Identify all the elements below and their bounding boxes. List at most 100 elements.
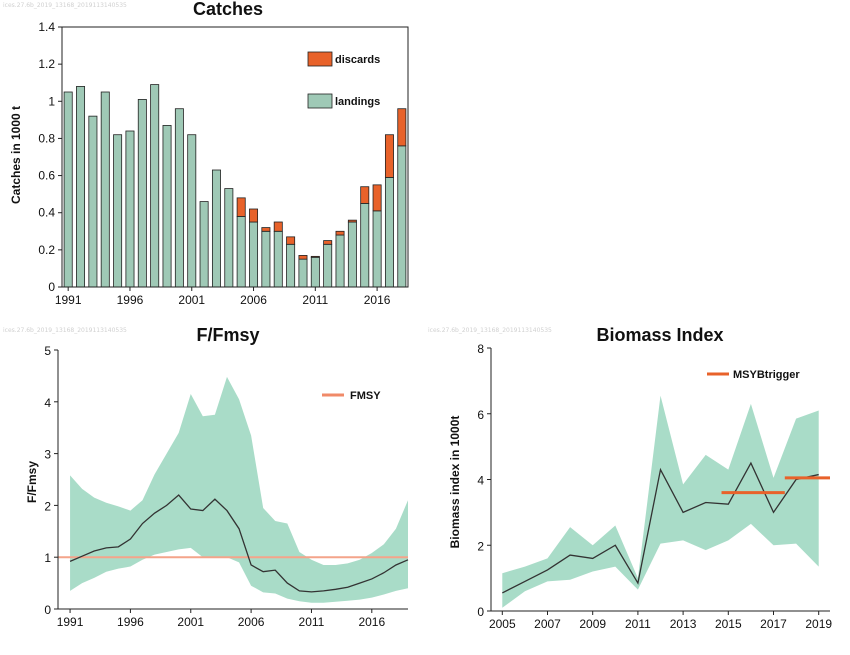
x-tick-label: 2006 xyxy=(240,293,267,307)
bar-landings-2005 xyxy=(236,216,246,288)
x-tick-label: 2007 xyxy=(534,617,561,631)
bar-landings-2010 xyxy=(298,258,308,288)
bar-landings-2015 xyxy=(360,203,370,288)
y-tick-label: 8 xyxy=(477,342,484,356)
y-tick-label: 4 xyxy=(477,474,484,488)
bar-landings-2007 xyxy=(261,230,271,288)
catches-plot-frame xyxy=(61,26,409,288)
catches-chart: Catches Catches in 1000 t 0 0.2 0.4 0.6 0.8 1… xyxy=(9,0,409,307)
x-tick-label: 2011 xyxy=(302,293,328,307)
ffmsy-legend: FMSY xyxy=(322,390,381,402)
bar-landings-2001 xyxy=(187,134,197,288)
biomass-watermark: ices.27.6b_2019_13168_2019113140535 xyxy=(428,327,552,334)
y-tick-label: 3 xyxy=(44,448,51,462)
ffmsy-chart: F/Fmsy F/Fmsy 0 1 2 3 4 5 1991 1996 2001 2006 2011… xyxy=(25,325,409,629)
x-tick-label: 2005 xyxy=(489,617,516,631)
bar-landings-1998 xyxy=(150,84,160,288)
y-tick-label: 4 xyxy=(44,396,51,410)
y-tick-label: 0.6 xyxy=(38,169,55,183)
bar-landings-1994 xyxy=(100,91,110,288)
bar-discards-2014 xyxy=(347,219,357,223)
bar-landings-2002 xyxy=(199,201,209,288)
biomass-y-axis-label: Biomass index in 1000t xyxy=(448,416,462,549)
x-tick-label: 2017 xyxy=(760,617,787,631)
y-tick-label: 1.2 xyxy=(38,57,55,71)
ffmsy-panel: ices.27.6b_2019_13168_2019113140535 F/Fm… xyxy=(0,320,425,650)
legend-label-msybtrigger: MSYBtrigger xyxy=(733,369,800,381)
catches-legend: discards landings xyxy=(307,51,380,109)
bar-discards-2011 xyxy=(310,255,320,258)
bar-landings-1992 xyxy=(76,86,86,288)
biomass-legend: MSYBtrigger xyxy=(707,369,800,381)
ffmsy-title: F/Fmsy xyxy=(196,325,259,345)
bar-landings-1993 xyxy=(88,115,98,288)
biomass-chart: Biomass Index Biomass index in 1000t 0 2 4… xyxy=(448,325,832,631)
bar-discards-2008 xyxy=(273,221,283,232)
bar-landings-2013 xyxy=(335,234,345,288)
bar-discards-2017 xyxy=(384,134,394,178)
y-tick-label: 1 xyxy=(44,551,51,565)
bar-discards-2005 xyxy=(236,197,246,217)
y-tick-label: 2 xyxy=(44,499,51,513)
bar-landings-2003 xyxy=(211,169,221,288)
bar-landings-1997 xyxy=(137,99,147,288)
x-tick-label: 2001 xyxy=(178,293,205,307)
bar-landings-2009 xyxy=(286,243,296,288)
bar-landings-2018 xyxy=(397,145,407,288)
bar-discards-2015 xyxy=(360,186,370,204)
bar-landings-2004 xyxy=(224,188,234,288)
catches-title: Catches xyxy=(193,0,263,19)
catches-panel: ices.27.6b_2019_13168_2019113140535 Catc… xyxy=(0,0,425,318)
legend-label-discards: discards xyxy=(335,54,380,66)
bar-landings-2016 xyxy=(372,210,382,288)
bar-landings-1995 xyxy=(113,134,123,288)
x-tick-label: 1996 xyxy=(117,615,144,629)
bar-landings-2012 xyxy=(323,243,333,288)
bar-discards-2012 xyxy=(323,240,333,245)
x-tick-label: 2019 xyxy=(805,617,832,631)
biomass-panel: ices.27.6b_2019_13168_2019113140535 Biom… xyxy=(425,320,850,650)
bar-discards-2018 xyxy=(397,108,407,147)
y-tick-label: 1.4 xyxy=(38,20,55,34)
bar-discards-2006 xyxy=(249,208,259,223)
biomass-series-line xyxy=(502,461,819,594)
y-tick-label: 0 xyxy=(48,280,55,294)
x-tick-label: 1991 xyxy=(57,615,84,629)
bar-discards-2016 xyxy=(372,184,382,212)
bar-discards-2007 xyxy=(261,227,271,232)
bar-landings-2008 xyxy=(273,230,283,288)
legend-swatch-landings xyxy=(307,93,333,109)
bar-landings-2006 xyxy=(249,221,259,288)
x-tick-label: 2009 xyxy=(579,617,606,631)
bar-discards-2010 xyxy=(298,255,308,260)
ffmsy-watermark: ices.27.6b_2019_13168_2019113140535 xyxy=(3,327,127,334)
ffmsy-series-line xyxy=(69,494,409,593)
biomass-title: Biomass Index xyxy=(596,325,723,345)
bar-landings-2011 xyxy=(310,256,320,288)
bar-discards-2013 xyxy=(335,230,345,236)
y-tick-label: 2 xyxy=(477,539,484,553)
x-tick-label: 1996 xyxy=(117,293,144,307)
y-tick-label: 6 xyxy=(477,408,484,422)
x-tick-label: 2001 xyxy=(177,615,204,629)
x-tick-label: 2011 xyxy=(299,615,325,629)
ffmsy-y-axis-label: F/Fmsy xyxy=(25,461,39,503)
y-tick-label: 5 xyxy=(44,344,51,358)
x-tick-label: 2016 xyxy=(358,615,385,629)
y-tick-label: 0 xyxy=(477,605,484,619)
catches-y-axis-label: Catches in 1000 t xyxy=(9,106,23,204)
y-tick-label: 0.4 xyxy=(38,206,55,220)
catches-watermark: ices.27.6b_2019_13168_2019113140535 xyxy=(3,2,127,9)
bar-landings-2014 xyxy=(347,221,357,288)
legend-label-landings: landings xyxy=(335,96,380,108)
x-tick-label: 2006 xyxy=(238,615,265,629)
bar-landings-1996 xyxy=(125,130,135,288)
legend-swatch-discards xyxy=(307,51,333,67)
ffmsy-confidence-band xyxy=(70,376,408,603)
biomass-confidence-band xyxy=(502,395,819,608)
y-tick-label: 1 xyxy=(48,94,55,108)
bar-discards-2009 xyxy=(286,236,296,245)
y-tick-label: 0 xyxy=(44,603,51,617)
bar-landings-1991 xyxy=(63,91,73,288)
x-tick-label: 2016 xyxy=(364,293,391,307)
